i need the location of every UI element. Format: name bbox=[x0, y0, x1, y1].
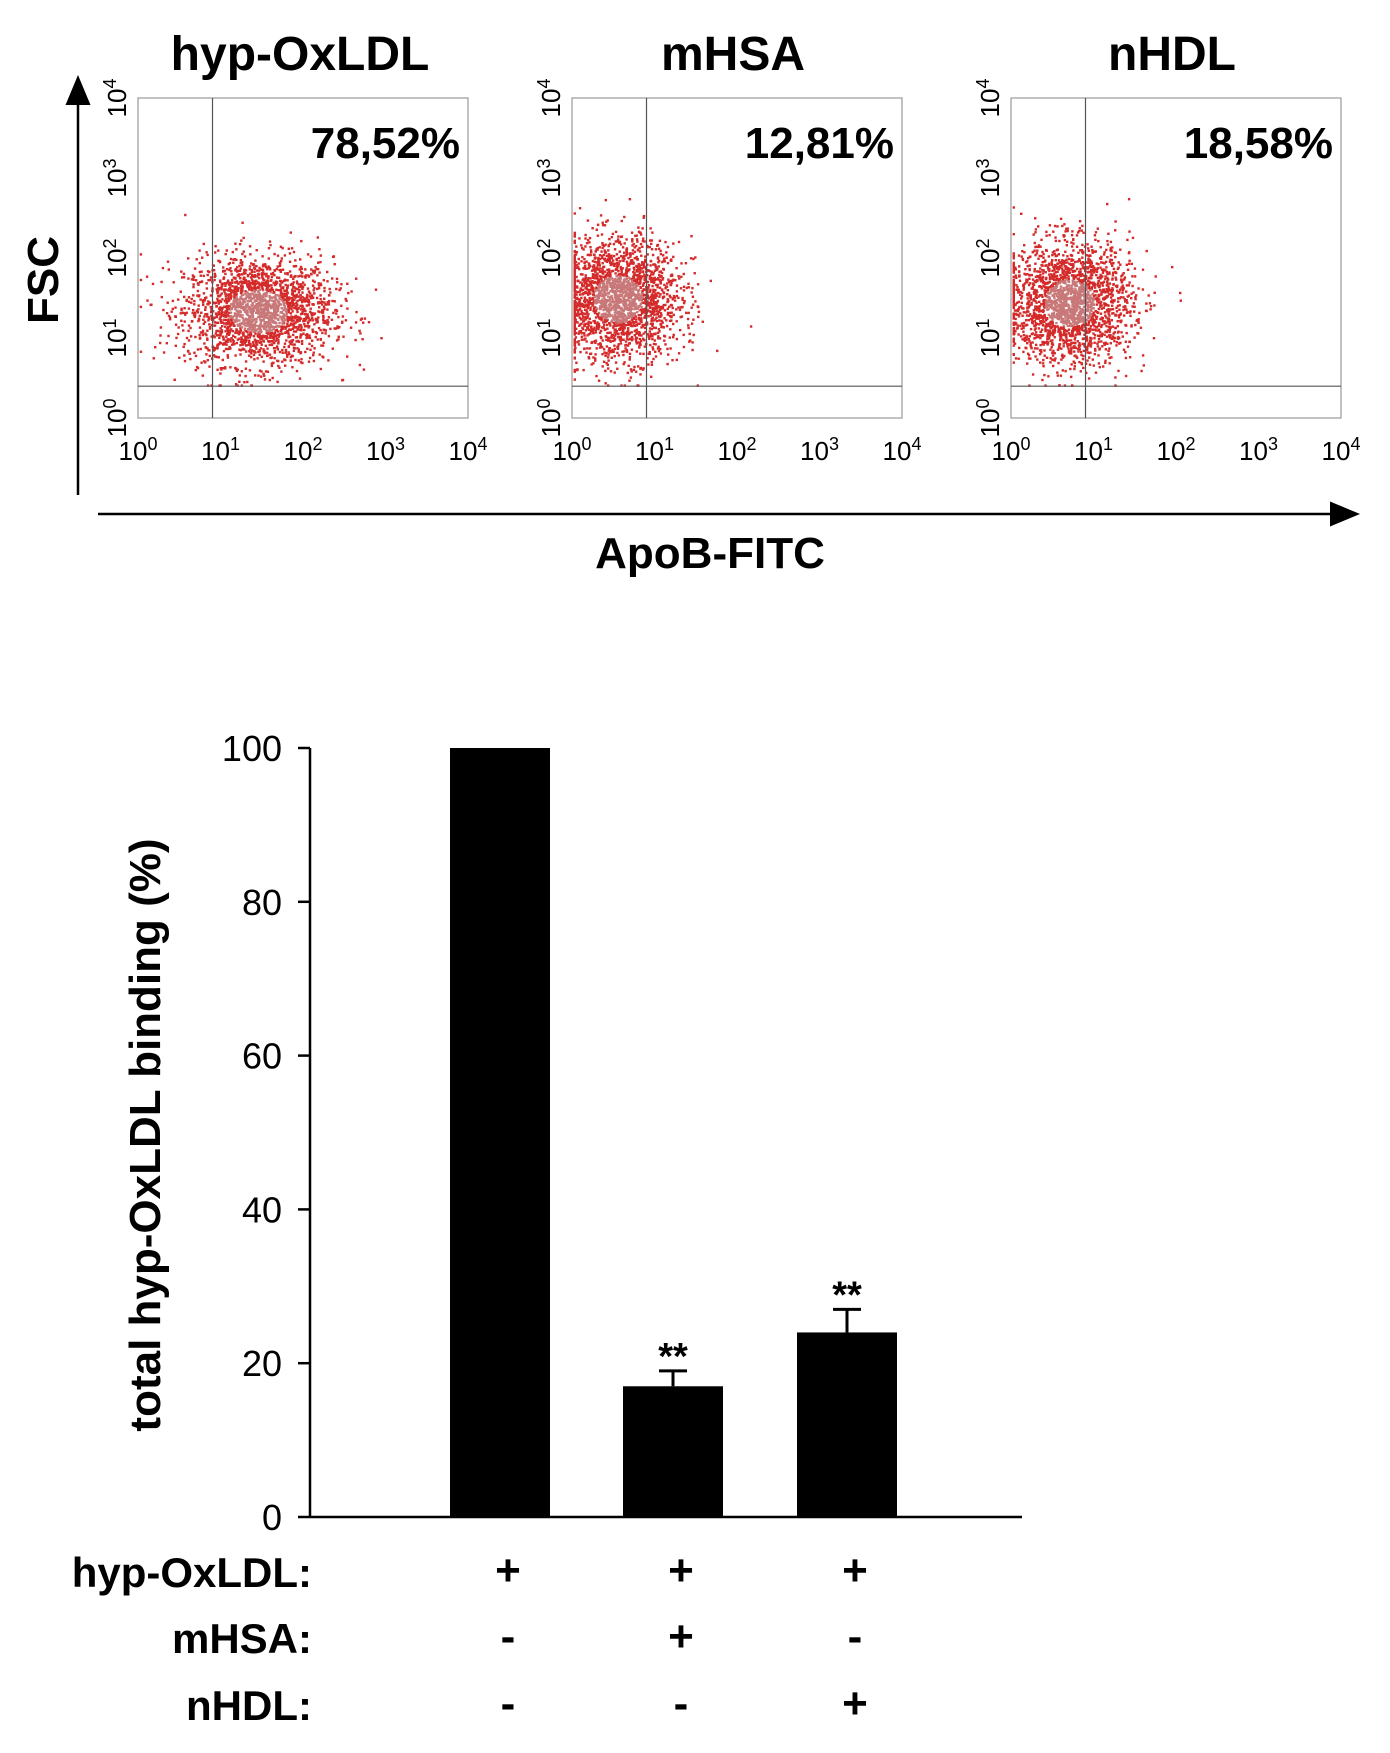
flow-y-tick: 101 bbox=[973, 319, 1005, 358]
flow-x-tick: 102 bbox=[718, 434, 757, 466]
flow-y-tick: 103 bbox=[534, 159, 566, 198]
flow-x-tick: 103 bbox=[366, 434, 405, 466]
flow-y-tick: 100 bbox=[973, 399, 1005, 438]
condition-value: - bbox=[848, 1612, 863, 1661]
flow-x-tick: 104 bbox=[883, 434, 922, 466]
flow-x-tick: 100 bbox=[553, 434, 592, 466]
condition-value: + bbox=[668, 1612, 694, 1661]
flow-x-tick: 101 bbox=[635, 434, 674, 466]
flow-percent-label: 12,81% bbox=[745, 119, 894, 168]
flow-panel-title: mHSA bbox=[661, 28, 805, 81]
flow-x-tick: 103 bbox=[800, 434, 839, 466]
bar-y-axis-label: total hyp-OxLDL binding (%) bbox=[121, 838, 170, 1431]
condition-label: nHDL: bbox=[186, 1682, 312, 1729]
flow-panel-0: hyp-OxLDL 78,52% 100 101 102 103 104 100 101 102 1… bbox=[100, 28, 487, 466]
condition-value: + bbox=[842, 1679, 868, 1728]
flow-plot-frame bbox=[1010, 97, 1342, 419]
flow-x-tick: 104 bbox=[449, 434, 488, 466]
flow-y-tick: 101 bbox=[534, 319, 566, 358]
flow-y-tick: 100 bbox=[534, 399, 566, 438]
flow-x-tick: 104 bbox=[1322, 434, 1361, 466]
bar-y-tick-label: 20 bbox=[242, 1343, 282, 1384]
flow-x-tick: 102 bbox=[1157, 434, 1196, 466]
flow-y-tick: 103 bbox=[973, 159, 1005, 198]
bar-y-tick-label: 80 bbox=[242, 882, 282, 923]
flow-cytometry-section: FSC ApoB-FITC hyp-OxLDL 78,52% 100 101 102 10… bbox=[19, 28, 1360, 578]
significance-marker: ** bbox=[832, 1274, 862, 1316]
flow-events bbox=[573, 198, 753, 387]
significance-marker: ** bbox=[658, 1336, 688, 1378]
apob-axis-label: ApoB-FITC bbox=[595, 529, 825, 578]
condition-value: - bbox=[501, 1679, 516, 1728]
flow-x-tick: 101 bbox=[201, 434, 240, 466]
condition-value: - bbox=[674, 1679, 689, 1728]
flow-panel-1: mHSA 12,81% 100 101 102 103 104 100 101 102 103 104 bbox=[534, 28, 921, 466]
bar-y-tick-label: 60 bbox=[242, 1036, 282, 1077]
bar-chart-section: total hyp-OxLDL binding (%) 0 20 40 60 80 100… bbox=[72, 728, 1022, 1729]
bar-0 bbox=[450, 748, 550, 1517]
flow-percent-label: 18,58% bbox=[1184, 119, 1333, 168]
flow-events bbox=[1012, 198, 1182, 387]
flow-y-tick: 104 bbox=[973, 79, 1005, 118]
bar-y-tick-label: 40 bbox=[242, 1189, 282, 1230]
flow-y-tick: 104 bbox=[534, 79, 566, 118]
flow-panel-title: nHDL bbox=[1108, 28, 1236, 81]
flow-x-tick: 100 bbox=[992, 434, 1031, 466]
flow-plot-frame bbox=[571, 97, 903, 419]
fsc-axis-label: FSC bbox=[19, 236, 68, 324]
flow-y-tick: 102 bbox=[534, 239, 566, 278]
condition-label: mHSA: bbox=[172, 1615, 312, 1662]
bar-y-tick-label: 0 bbox=[262, 1497, 282, 1538]
bar-1 bbox=[623, 1386, 723, 1517]
flow-x-tick: 103 bbox=[1239, 434, 1278, 466]
condition-label: hyp-OxLDL: bbox=[72, 1549, 312, 1596]
flow-events bbox=[139, 213, 383, 387]
condition-value: - bbox=[501, 1612, 516, 1661]
flow-y-tick: 104 bbox=[100, 79, 132, 118]
flow-y-tick: 101 bbox=[100, 319, 132, 358]
flow-x-tick: 102 bbox=[284, 434, 323, 466]
condition-value: + bbox=[495, 1546, 521, 1595]
flow-y-tick: 100 bbox=[100, 399, 132, 438]
condition-value: + bbox=[842, 1546, 868, 1595]
bar-2 bbox=[797, 1332, 897, 1517]
bar-y-tick-label: 100 bbox=[222, 728, 282, 769]
flow-y-tick: 102 bbox=[100, 239, 132, 278]
flow-x-tick: 101 bbox=[1074, 434, 1113, 466]
flow-x-tick: 100 bbox=[119, 434, 158, 466]
flow-panel-2: nHDL 18,58% 100 101 102 103 104 100 101 102 103 104 bbox=[973, 28, 1360, 466]
flow-panel-title: hyp-OxLDL bbox=[171, 28, 430, 81]
flow-y-tick: 103 bbox=[100, 159, 132, 198]
flow-percent-label: 78,52% bbox=[311, 119, 460, 168]
flow-plot-frame bbox=[137, 97, 469, 419]
flow-y-tick: 102 bbox=[973, 239, 1005, 278]
condition-value: + bbox=[668, 1546, 694, 1595]
